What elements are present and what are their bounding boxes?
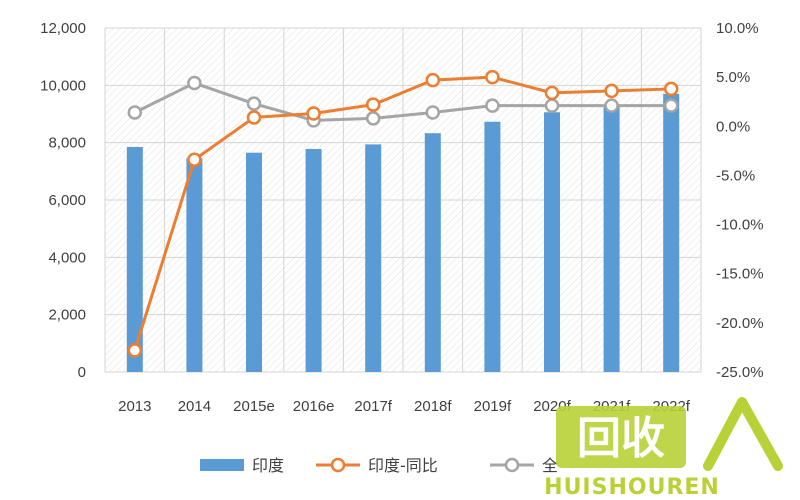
right-axis-tick-label: -25.0% <box>716 364 764 381</box>
left-axis-tick-label: 8,000 <box>48 135 86 152</box>
bar <box>305 148 322 372</box>
left-axis-tick-label: 2,000 <box>48 307 86 324</box>
x-axis-tick-label: 2014 <box>178 398 211 415</box>
series-line <box>133 75 672 351</box>
left-axis-tick-label: 4,000 <box>48 249 86 266</box>
legend: 印度 印度-同比 全 <box>200 456 558 475</box>
watermark-logo-text: 回收 <box>577 413 665 464</box>
series-line <box>134 81 672 122</box>
series-point <box>365 111 381 126</box>
x-axis-tick-label: 2016e <box>293 398 335 415</box>
series-point <box>663 81 679 97</box>
bar <box>246 152 262 372</box>
legend-marker <box>330 457 346 473</box>
series-point <box>246 110 262 125</box>
legend-swatch <box>200 459 244 471</box>
watermark-brand-text: HUISHOUREN <box>544 475 720 500</box>
right-axis-tick-label: -15.0% <box>716 266 764 283</box>
series-point <box>187 152 202 167</box>
legend-label: 印度 <box>252 456 284 475</box>
right-axis-tick-label: -5.0% <box>716 167 755 184</box>
series-point <box>306 106 321 121</box>
bar <box>424 133 441 372</box>
legend-label: 印度-同比 <box>368 456 438 475</box>
series-point <box>425 105 441 120</box>
bar <box>126 146 143 372</box>
series-point <box>604 98 619 113</box>
series-point <box>485 69 500 85</box>
x-axis-tick-label: 2018f <box>414 398 452 415</box>
watermark-badge <box>556 406 686 468</box>
x-axis-ticks: 201320142015e2016e2017f2018f2019f2020f20… <box>118 398 691 415</box>
left-axis-tick-label: 10,000 <box>40 77 86 94</box>
series-point <box>127 343 143 358</box>
bar <box>603 104 620 372</box>
series-point <box>246 96 262 111</box>
x-axis-tick-label: 2019f <box>474 398 512 415</box>
bar <box>484 121 501 373</box>
left-axis-ticks: 0 2,000 4,000 6,000 8,000 10,000 12,000 <box>40 20 86 381</box>
left-axis-tick-label: 12,000 <box>40 20 86 37</box>
legend-marker <box>504 457 520 473</box>
series-point <box>187 75 202 91</box>
right-axis-tick-label: 10.0% <box>716 20 759 37</box>
series-point <box>604 83 619 99</box>
bar <box>365 144 382 372</box>
left-axis-tick-label: 0 <box>78 364 86 381</box>
bar-series <box>126 93 680 373</box>
line-series <box>127 69 679 358</box>
right-axis-ticks: -25.0% -20.0% -15.0% -10.0% -5.0% 0.0% 5.0% 10.… <box>716 20 764 381</box>
right-axis-tick-label: -20.0% <box>716 315 764 332</box>
series-point <box>365 97 381 112</box>
watermark-logo: 回收 HUISHOUREN <box>544 397 783 500</box>
right-axis-tick-label: 5.0% <box>716 69 750 86</box>
series-point <box>127 105 143 120</box>
bar <box>544 112 560 372</box>
series-point <box>544 85 560 101</box>
bar <box>186 158 203 372</box>
x-axis-tick-label: 2015e <box>233 398 275 415</box>
series-point <box>485 98 500 113</box>
right-axis-tick-label: 0.0% <box>716 118 750 135</box>
series-point <box>425 72 441 88</box>
legend-label: 全 <box>542 456 558 475</box>
right-axis-tick-label: -10.0% <box>716 217 764 234</box>
bar <box>663 93 680 372</box>
watermark-person-icon <box>703 397 783 471</box>
series-point <box>663 98 679 113</box>
x-axis-tick-label: 2017f <box>354 398 392 415</box>
series-point <box>544 98 560 113</box>
left-axis-tick-label: 6,000 <box>48 192 86 209</box>
x-axis-tick-label: 2013 <box>118 398 151 415</box>
